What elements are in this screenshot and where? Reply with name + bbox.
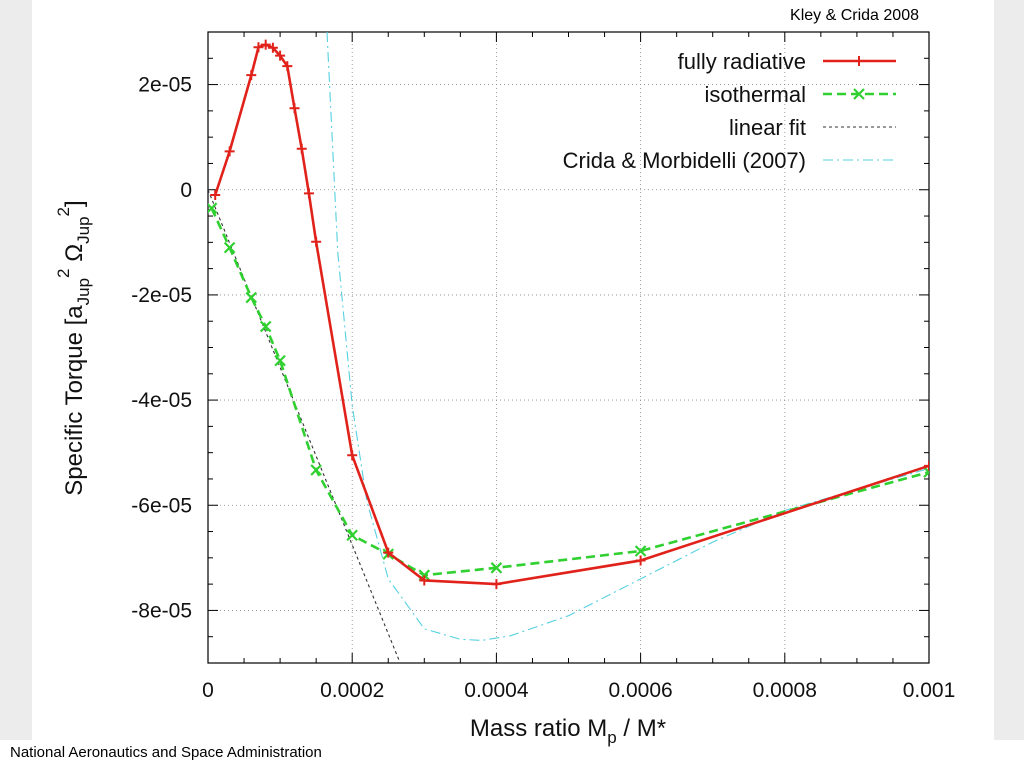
data-point-fully-radiative [419, 575, 430, 586]
data-point-fully-radiative [260, 39, 271, 50]
legend: fully radiative isothermal linear fit Crida… [563, 49, 896, 173]
data-point-fully-radiative [347, 450, 358, 461]
y-tick-label: -2e-05 [131, 284, 192, 307]
y-tick-label: 2e-05 [138, 74, 192, 97]
series-line-linear-fit [208, 189, 400, 661]
x-axis-label: Mass ratio Mp / M* [470, 715, 666, 747]
data-point-fully-radiative [311, 236, 322, 247]
data-point-isothermal [923, 466, 929, 478]
grid [208, 32, 929, 663]
data-point-fully-radiative [246, 70, 257, 81]
y-tick-label: 0 [180, 179, 192, 202]
data-point-fully-radiative [253, 42, 264, 53]
right-margin [994, 0, 1024, 740]
series-linear-fit [208, 189, 400, 661]
slide-area [32, 0, 994, 740]
data-point-fully-radiative [491, 579, 502, 590]
data-point-isothermal [208, 202, 218, 214]
data-point-isothermal [346, 529, 358, 541]
series-line-crida-morbidelli-2007 [326, 32, 929, 641]
y-tick-label: -4e-05 [131, 389, 192, 412]
footer-text: National Aeronautics and Space Administr… [10, 744, 322, 761]
data-point-fully-radiative [282, 61, 293, 72]
left-margin [0, 0, 32, 740]
data-point-isothermal [310, 464, 322, 476]
data-point-fully-radiative [289, 103, 300, 114]
data-point-isothermal [490, 562, 503, 574]
legend-label-fully-radiative: fully radiative [678, 49, 806, 74]
data-point-fully-radiative [210, 190, 221, 201]
data-point-fully-radiative [224, 146, 235, 157]
x-tick-label: 0 [202, 679, 214, 702]
x-tick-label: 0.0008 [753, 679, 817, 702]
data-point-isothermal [259, 320, 272, 333]
series-line-fully-radiative [213, 43, 929, 586]
data-point-fully-radiative [303, 188, 314, 199]
series-isothermal [208, 202, 929, 581]
data-point-isothermal [245, 291, 258, 304]
data-point-isothermal [274, 354, 286, 367]
series-crida-morbidelli-2007 [326, 32, 929, 641]
data-point-fully-radiative [296, 143, 307, 154]
x-tick-label: 0.0002 [320, 679, 384, 702]
legend-marker-fully-radiative [854, 56, 864, 66]
data-point-isothermal [634, 545, 647, 557]
plot-frame [207, 31, 930, 664]
data-point-fully-radiative [924, 460, 929, 471]
ticks: 2e-05 0 -2e-05 -4e-05 -6e-05 -8e-05 0 0.0002 0.0… [131, 32, 955, 702]
legend-marker-isothermal [853, 88, 865, 100]
data-point-fully-radiative [275, 50, 286, 61]
series-line-isothermal [210, 207, 929, 577]
x-tick-label: 0.0004 [464, 679, 529, 702]
x-tick-label: 0.0006 [608, 679, 672, 702]
y-tick-label: -6e-05 [131, 494, 192, 517]
data-point-fully-radiative [267, 42, 278, 53]
series-layer [208, 32, 929, 661]
series-fully-radiative [210, 39, 929, 590]
y-axis-label: Specific Torque [aJup2 ΩJup2] [54, 200, 93, 495]
data-point-isothermal [223, 241, 236, 254]
x-tick-label: 0.001 [903, 679, 956, 702]
legend-label-linear-fit: linear fit [729, 115, 806, 140]
legend-label-isothermal: isothermal [705, 82, 806, 107]
legend-label-crida-morbidelli-2007: Crida & Morbidelli (2007) [563, 148, 806, 173]
data-point-fully-radiative [635, 555, 646, 566]
data-point-fully-radiative [383, 547, 394, 558]
y-tick-label: -8e-05 [131, 599, 192, 622]
credit-text: Kley & Crida 2008 [790, 7, 919, 24]
